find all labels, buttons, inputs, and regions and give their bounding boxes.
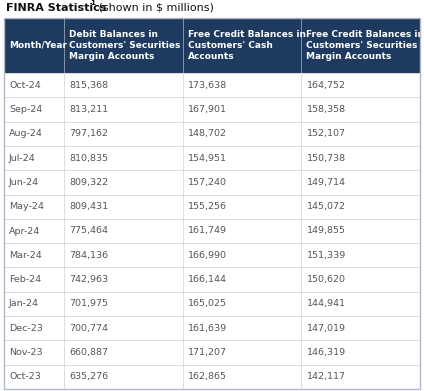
Text: Dec-23: Dec-23 xyxy=(9,324,43,333)
Bar xyxy=(4,122,420,146)
Bar xyxy=(4,146,420,170)
Text: 171,207: 171,207 xyxy=(188,348,227,357)
Bar xyxy=(4,73,420,97)
Text: 815,368: 815,368 xyxy=(69,81,109,90)
Text: Oct-23: Oct-23 xyxy=(9,372,41,381)
Text: 809,322: 809,322 xyxy=(69,178,109,187)
Text: 809,431: 809,431 xyxy=(69,202,109,211)
Text: 161,749: 161,749 xyxy=(188,226,227,235)
Text: 1: 1 xyxy=(90,0,95,6)
Text: Jun-24: Jun-24 xyxy=(9,178,39,187)
Text: Sep-24: Sep-24 xyxy=(9,105,42,114)
Text: 742,963: 742,963 xyxy=(69,275,109,284)
Text: Aug-24: Aug-24 xyxy=(9,129,43,138)
Text: Jan-24: Jan-24 xyxy=(9,300,39,308)
Text: Nov-23: Nov-23 xyxy=(9,348,43,357)
Text: Apr-24: Apr-24 xyxy=(9,226,40,235)
Text: 164,752: 164,752 xyxy=(307,81,346,90)
Text: 142,117: 142,117 xyxy=(307,372,346,381)
Text: 165,025: 165,025 xyxy=(188,300,227,308)
Bar xyxy=(4,341,420,365)
Text: 145,072: 145,072 xyxy=(307,202,346,211)
Bar xyxy=(4,243,420,267)
Text: 154,951: 154,951 xyxy=(188,154,227,163)
Text: 147,019: 147,019 xyxy=(307,324,346,333)
Text: Free Credit Balances in
Customers' Cash
Accounts: Free Credit Balances in Customers' Cash … xyxy=(188,30,306,61)
Bar xyxy=(4,18,420,73)
Text: Month/Year: Month/Year xyxy=(9,41,67,50)
Text: May-24: May-24 xyxy=(9,202,44,211)
Text: (shown in $ millions): (shown in $ millions) xyxy=(95,3,214,13)
Text: 144,941: 144,941 xyxy=(307,300,346,308)
Text: 635,276: 635,276 xyxy=(69,372,109,381)
Text: 775,464: 775,464 xyxy=(69,226,108,235)
Text: 701,975: 701,975 xyxy=(69,300,108,308)
Text: 149,714: 149,714 xyxy=(307,178,346,187)
Text: 784,136: 784,136 xyxy=(69,251,109,260)
Text: 157,240: 157,240 xyxy=(188,178,227,187)
Text: 173,638: 173,638 xyxy=(188,81,227,90)
Text: 167,901: 167,901 xyxy=(188,105,227,114)
Text: 148,702: 148,702 xyxy=(188,129,227,138)
Text: 146,319: 146,319 xyxy=(307,348,346,357)
Bar xyxy=(4,97,420,122)
Bar xyxy=(4,267,420,292)
Text: 150,738: 150,738 xyxy=(307,154,346,163)
Text: FINRA Statistics: FINRA Statistics xyxy=(6,3,106,13)
Bar xyxy=(4,292,420,316)
Bar xyxy=(4,365,420,389)
Text: Mar-24: Mar-24 xyxy=(9,251,42,260)
Text: 152,107: 152,107 xyxy=(307,129,346,138)
Text: 660,887: 660,887 xyxy=(69,348,108,357)
Text: 149,855: 149,855 xyxy=(307,226,346,235)
Text: Oct-24: Oct-24 xyxy=(9,81,41,90)
Text: Feb-24: Feb-24 xyxy=(9,275,41,284)
Text: 150,620: 150,620 xyxy=(307,275,346,284)
Text: 161,639: 161,639 xyxy=(188,324,227,333)
Text: 158,358: 158,358 xyxy=(307,105,346,114)
Text: 166,144: 166,144 xyxy=(188,275,227,284)
Text: 813,211: 813,211 xyxy=(69,105,109,114)
Text: Debit Balances in
Customers' Securities
Margin Accounts: Debit Balances in Customers' Securities … xyxy=(69,30,181,61)
Text: 166,990: 166,990 xyxy=(188,251,227,260)
Bar xyxy=(4,219,420,243)
Text: 797,162: 797,162 xyxy=(69,129,108,138)
Text: Jul-24: Jul-24 xyxy=(9,154,36,163)
Text: 700,774: 700,774 xyxy=(69,324,108,333)
Text: 162,865: 162,865 xyxy=(188,372,227,381)
Text: 155,256: 155,256 xyxy=(188,202,227,211)
Bar xyxy=(4,170,420,195)
Bar xyxy=(4,316,420,341)
Text: 151,339: 151,339 xyxy=(307,251,346,260)
Text: Free Credit Balances in
Customers' Securities
Margin Accounts: Free Credit Balances in Customers' Secur… xyxy=(307,30,424,61)
Bar xyxy=(4,195,420,219)
Text: 810,835: 810,835 xyxy=(69,154,109,163)
